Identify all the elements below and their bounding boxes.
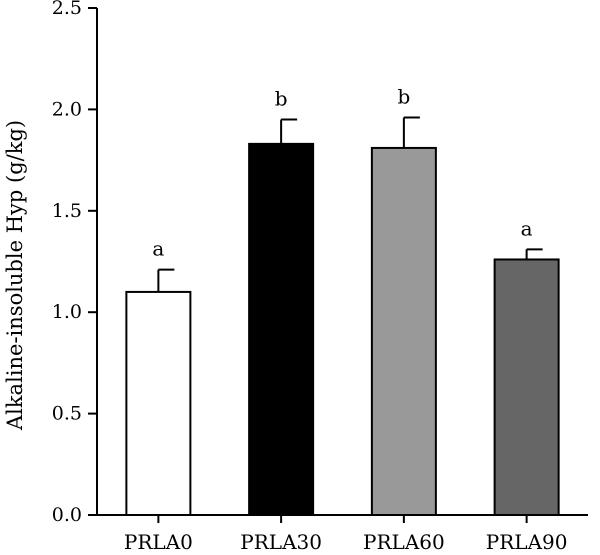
y-tick-label: 2.0 <box>52 98 82 120</box>
y-axis-label: Alkaline-insoluble Hyp (g/kg) <box>3 120 27 431</box>
significance-label: b <box>397 85 410 109</box>
x-tick-label: PRLA30 <box>240 530 322 554</box>
plot-area: 0.0 0.5 1.0 1.5 2.0 2.5 a PRLA0 b PRLA30 b PRLA60 a P… <box>52 0 588 554</box>
x-tick-label: PRLA90 <box>486 530 568 554</box>
x-tick-label: PRLA0 <box>124 530 193 554</box>
y-tick-label: 1.0 <box>52 301 82 323</box>
bar-prla90 <box>493 258 560 516</box>
y-tick-label: 0.5 <box>52 403 82 425</box>
y-tick-label: 2.5 <box>52 0 82 19</box>
significance-label: a <box>521 216 533 240</box>
significance-label: a <box>152 237 164 261</box>
significance-label: b <box>275 87 288 111</box>
y-tick-label: 0.0 <box>52 504 82 526</box>
bar-prla30 <box>248 142 315 516</box>
bar-prla60 <box>370 146 437 516</box>
bar-prla0 <box>125 290 192 517</box>
x-tick-label: PRLA60 <box>363 530 445 554</box>
y-tick-label: 1.5 <box>52 200 82 222</box>
